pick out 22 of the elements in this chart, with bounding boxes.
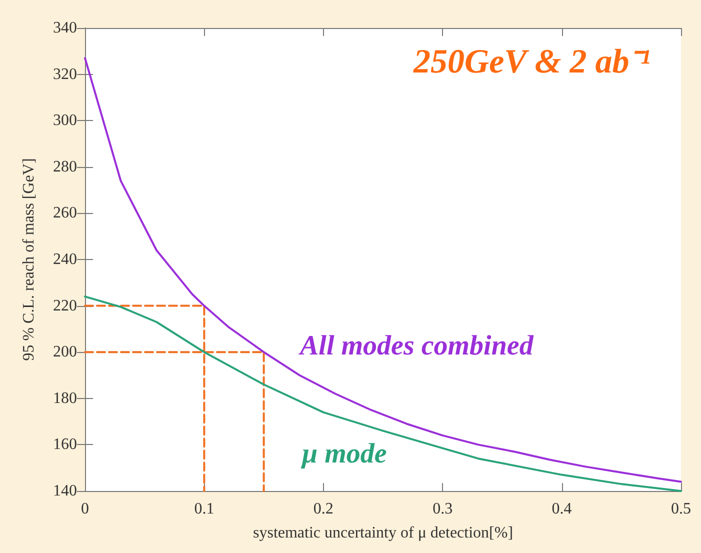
y-tick-label: 160 (53, 436, 77, 454)
y-tick-label: 200 (53, 344, 77, 361)
y-axis-title: 95 % C.L. reach of mass [GeV] (20, 158, 38, 361)
x-tick-label: 0 (81, 500, 89, 518)
y-tick-label: 320 (53, 66, 77, 83)
series-label: μ mode (300, 438, 387, 470)
y-tick-label: 260 (53, 204, 77, 222)
x-tick-label: 0.3 (432, 500, 453, 518)
x-tick-label: 0.1 (194, 500, 214, 518)
x-axis-title: systematic uncertainty of μ detection[%] (252, 524, 514, 542)
x-tick-label: 0.4 (552, 500, 572, 518)
series-label: All modes combined (298, 330, 534, 362)
y-tick-label: 280 (53, 158, 77, 176)
y-tick-label: 220 (53, 297, 77, 314)
y-tick-label: 140 (53, 482, 77, 500)
y-tick-label: 180 (53, 390, 77, 407)
y-tick-label: 300 (53, 112, 77, 130)
y-tick-label: 240 (53, 251, 77, 268)
x-tick-label: 0.5 (671, 500, 691, 518)
x-tick-label: 0.2 (313, 500, 334, 518)
annotation: 250GeV & 2 ab⁻¹ (412, 44, 650, 80)
y-tick-label: 340 (53, 20, 77, 36)
